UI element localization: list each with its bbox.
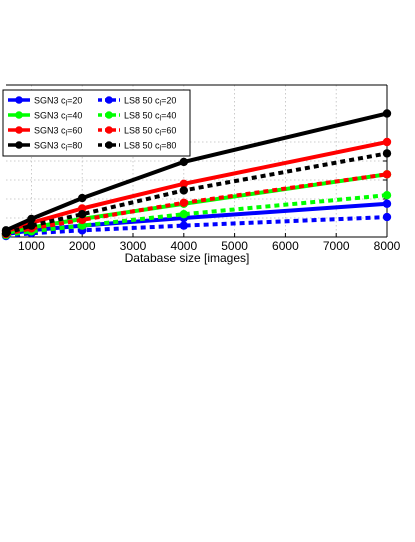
legend-entry: LS8 50 cl=60 xyxy=(98,126,176,138)
legend-entry: SGN3 cl=60 xyxy=(8,126,82,138)
legend-marker xyxy=(105,126,113,134)
data-point xyxy=(382,212,392,222)
data-point xyxy=(382,149,392,158)
data-point xyxy=(382,109,392,118)
legend-entry: LS8 50 cl=40 xyxy=(98,111,176,123)
x-tick-label: 7000 xyxy=(323,239,350,253)
x-tick-label: 4000 xyxy=(170,239,197,253)
x-tick-label: 8000 xyxy=(374,239,401,253)
data-point xyxy=(27,221,36,230)
data-point xyxy=(179,186,188,195)
data-point xyxy=(78,193,87,203)
legend-marker xyxy=(105,111,113,119)
axes-layer: 1000 2000 3000 4000 5000 6000 7000 8000 xyxy=(6,84,401,253)
data-point xyxy=(27,214,36,224)
data-point xyxy=(382,137,392,147)
legend-label: SGN3 cl=20 xyxy=(34,96,82,108)
data-point xyxy=(179,157,188,167)
series-ls8-50-7 xyxy=(1,149,392,238)
legend-entry: SGN3 cl=40 xyxy=(8,111,82,123)
legend-marker xyxy=(105,141,113,149)
x-tick-label: 5000 xyxy=(221,239,248,253)
legend-entry: SGN3 cl=20 xyxy=(8,96,82,108)
data-point xyxy=(179,221,188,230)
x-tick-label: 2000 xyxy=(69,239,96,253)
series-layer xyxy=(1,109,392,241)
x-axis-label: Database size [images] xyxy=(125,251,250,265)
legend-label: LS8 50 cl=80 xyxy=(124,141,176,153)
data-point xyxy=(179,210,188,219)
legend-label: SGN3 cl=60 xyxy=(34,126,82,138)
legend-box xyxy=(2,89,191,157)
legend-marker xyxy=(15,96,23,104)
data-point xyxy=(179,198,188,207)
legend-label: LS8 50 cl=20 xyxy=(124,96,176,108)
x-tick-label: 6000 xyxy=(272,239,299,253)
legend: SGN3 cl=20 SGN3 cl=40 SGN3 cl=60 SGN3 cl=80… xyxy=(2,89,191,157)
legend-label: SGN3 cl=80 xyxy=(34,141,82,153)
legend-entry: LS8 50 cl=20 xyxy=(98,96,176,108)
x-tick-label: 3000 xyxy=(120,239,147,253)
legend-marker xyxy=(15,141,23,149)
legend-entry: LS8 50 cl=80 xyxy=(98,141,176,153)
data-point xyxy=(1,229,11,238)
legend-label: LS8 50 cl=60 xyxy=(124,126,176,138)
data-point xyxy=(382,199,392,208)
data-point xyxy=(382,191,392,200)
legend-label: SGN3 cl=40 xyxy=(34,111,82,123)
legend-entry: SGN3 cl=80 xyxy=(8,141,82,153)
data-point xyxy=(179,179,188,188)
legend-marker xyxy=(15,126,23,134)
legend-label: LS8 50 cl=40 xyxy=(124,111,176,123)
data-point xyxy=(382,170,392,179)
x-tick-label: 1000 xyxy=(18,239,45,253)
legend-marker xyxy=(15,111,23,119)
legend-marker xyxy=(105,96,113,104)
data-point xyxy=(78,210,87,219)
